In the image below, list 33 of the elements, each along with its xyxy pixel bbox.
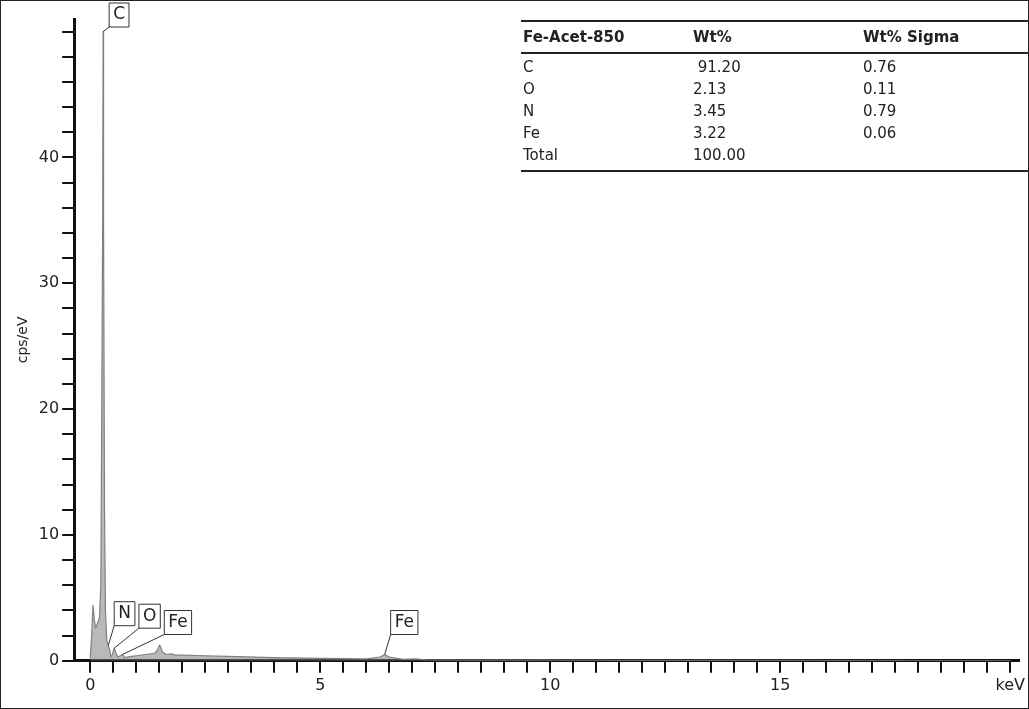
annotation: Fe	[394, 610, 414, 631]
annotation: 0.79	[863, 102, 898, 120]
annotation: 91.20	[696, 58, 742, 76]
annotation: 3.22	[693, 124, 728, 142]
annotation: O	[523, 80, 536, 98]
x-tick-label: keV	[995, 674, 1025, 694]
annotation: 2.13	[693, 80, 728, 98]
annotation: C	[113, 3, 126, 24]
annotation: Wt% Sigma	[863, 28, 961, 46]
annotation: 0.06	[863, 124, 898, 142]
annotation: Fe-Acet-850	[523, 28, 626, 46]
x-tick-label: 0	[85, 674, 96, 694]
annotation: 0.11	[863, 80, 898, 98]
annotation: 0.76	[863, 58, 898, 76]
annotation: Fe	[523, 124, 542, 142]
annotation: 100.00	[693, 146, 747, 164]
annotation: Wt%	[693, 28, 733, 46]
annotation: O	[142, 604, 157, 625]
annotation: N	[118, 602, 131, 623]
y-tick-label: 30	[38, 272, 60, 292]
annotation: Total	[523, 146, 560, 164]
annotation: 3.45	[693, 102, 728, 120]
y-tick-label: 40	[38, 146, 60, 166]
x-tick-label: 15	[770, 674, 791, 694]
y-axis-title: cps/eV	[14, 316, 31, 364]
annotation: C	[523, 58, 535, 76]
annotation: N	[523, 102, 536, 120]
y-tick-label: 10	[38, 524, 60, 544]
y-tick-label: 20	[38, 398, 60, 418]
annotation: Fe	[168, 610, 188, 631]
y-tick-label: 0	[48, 649, 60, 669]
x-tick-label: 5	[315, 674, 326, 694]
x-tick-label: 10	[540, 674, 561, 694]
